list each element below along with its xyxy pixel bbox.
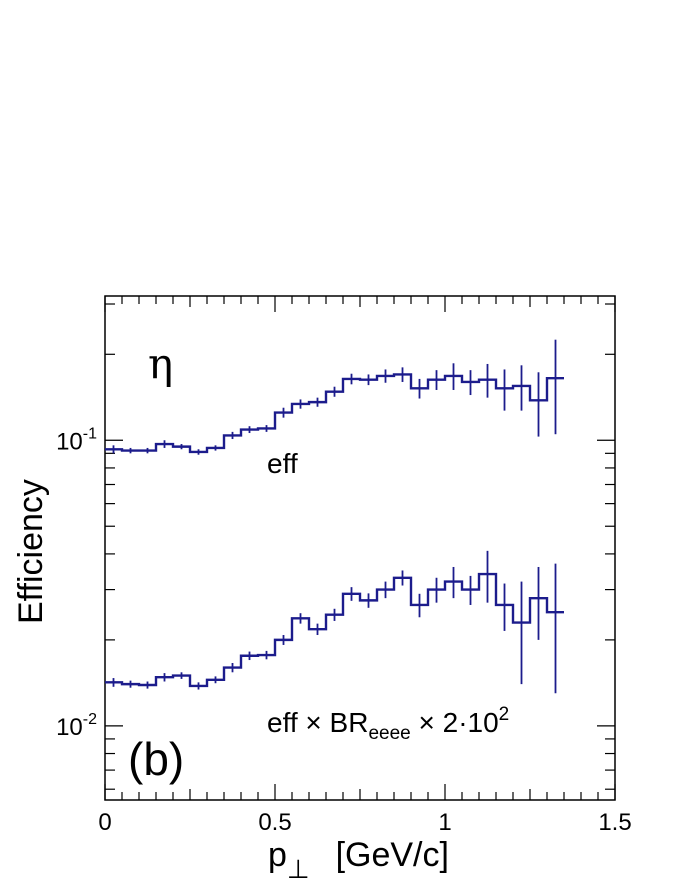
histogram-line: [105, 373, 564, 454]
x-tick-label: 1: [438, 809, 451, 836]
x-axis-title-unit: [GeV/c]: [336, 836, 449, 874]
x-axis: 0 0.5 1 1.5: [98, 296, 632, 836]
eff-series-label: eff: [267, 448, 298, 479]
y-tick-label: 10-2: [56, 711, 97, 741]
series-layer: [105, 339, 564, 694]
histogram-line: [105, 572, 564, 688]
product-label-subscript: eeee: [368, 723, 410, 744]
x-axis-title: p⊥ [GeV/c]: [268, 836, 449, 885]
product-label-superscript: 2: [499, 704, 510, 725]
x-axis-title-subscript: ⊥: [287, 855, 310, 885]
product-label-middle: × 2·10: [411, 707, 499, 738]
x-tick-label: 0.5: [258, 809, 291, 836]
product-series-label: eff × BReeee × 2·102: [267, 704, 509, 744]
particle-label: η: [148, 339, 173, 388]
x-tick-label: 0: [98, 809, 111, 836]
panel-label: (b): [128, 733, 184, 785]
x-axis-title-main: p: [268, 836, 287, 874]
y-tick-label: 10-1: [56, 425, 97, 455]
product-label-prefix: eff × BR: [267, 707, 368, 738]
series-eff-br: [105, 550, 564, 694]
x-tick-label: 1.5: [598, 809, 631, 836]
y-axis-title: Efficiency: [12, 479, 50, 624]
series-eff: [105, 339, 564, 455]
y-axis: 10-1 10-2: [56, 303, 615, 790]
